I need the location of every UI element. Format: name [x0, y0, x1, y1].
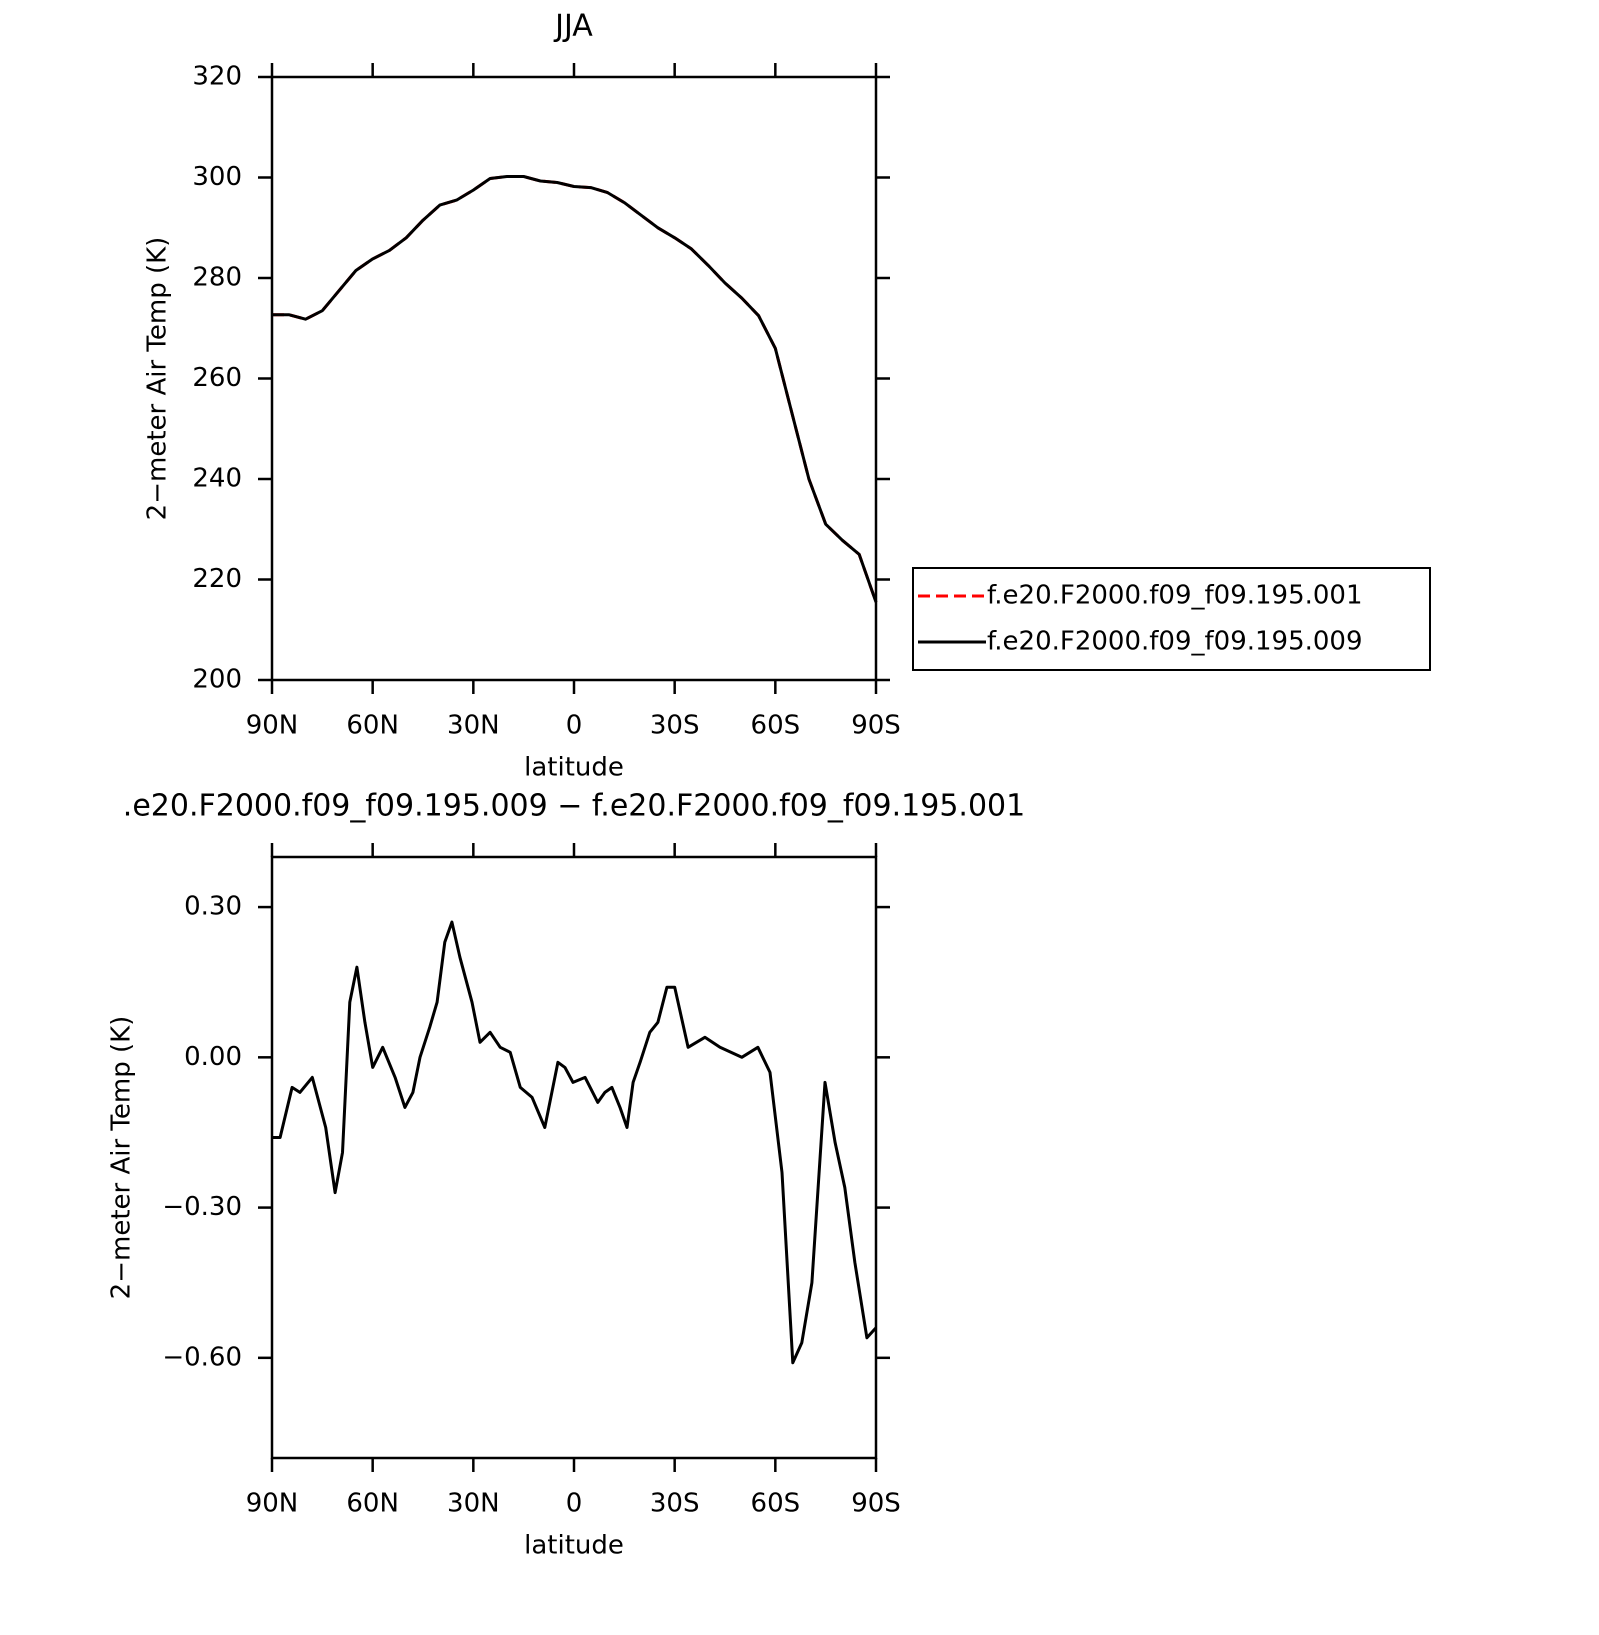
y-tick-label: −0.30	[162, 1192, 242, 1222]
y-tick-label: 200	[192, 665, 242, 695]
x-tick-label: 90N	[246, 711, 299, 741]
chart-title: .e20.F2000.f09_f09.195.009 − f.e20.F2000…	[123, 789, 1025, 824]
x-tick-label: 30S	[650, 711, 700, 741]
x-tick-label: 90S	[851, 1489, 901, 1519]
y-axis-label: 2−meter Air Temp (K)	[143, 237, 173, 521]
line-series	[272, 175, 878, 603]
y-tick-label: 0.30	[184, 892, 242, 922]
x-tick-label: 30N	[447, 711, 500, 741]
x-tick-label: 0	[566, 711, 583, 741]
x-tick-label: 90N	[246, 1489, 299, 1519]
y-axis-label: 2−meter Air Temp (K)	[107, 1016, 137, 1300]
y-tick-label: 280	[192, 263, 242, 293]
x-tick-label: 60S	[751, 711, 801, 741]
legend-label: f.e20.F2000.f09_f09.195.009	[987, 627, 1363, 657]
legend-box	[912, 567, 1431, 671]
chart-title: JJA	[553, 9, 593, 44]
x-axis-label: latitude	[524, 1531, 624, 1561]
x-axis-label: latitude	[524, 753, 624, 783]
x-tick-label: 30S	[650, 1489, 700, 1519]
plot-frame	[270, 855, 878, 1460]
y-tick-label: 0.00	[184, 1042, 242, 1072]
x-tick-label: 30N	[447, 1489, 500, 1519]
x-tick-label: 90S	[851, 711, 901, 741]
x-tick-label: 0	[566, 1489, 583, 1519]
y-tick-label: 260	[192, 363, 242, 393]
legend-label: f.e20.F2000.f09_f09.195.001	[987, 581, 1363, 611]
plot-frame	[270, 75, 878, 682]
y-tick-label: 320	[192, 62, 242, 92]
y-tick-label: 220	[192, 564, 242, 594]
y-tick-label: 300	[192, 162, 242, 192]
line-series	[272, 920, 878, 1365]
y-tick-label: 240	[192, 464, 242, 494]
y-tick-label: −0.60	[162, 1342, 242, 1372]
x-tick-label: 60S	[751, 1489, 801, 1519]
x-tick-label: 60N	[346, 1489, 399, 1519]
x-tick-label: 60N	[346, 711, 399, 741]
